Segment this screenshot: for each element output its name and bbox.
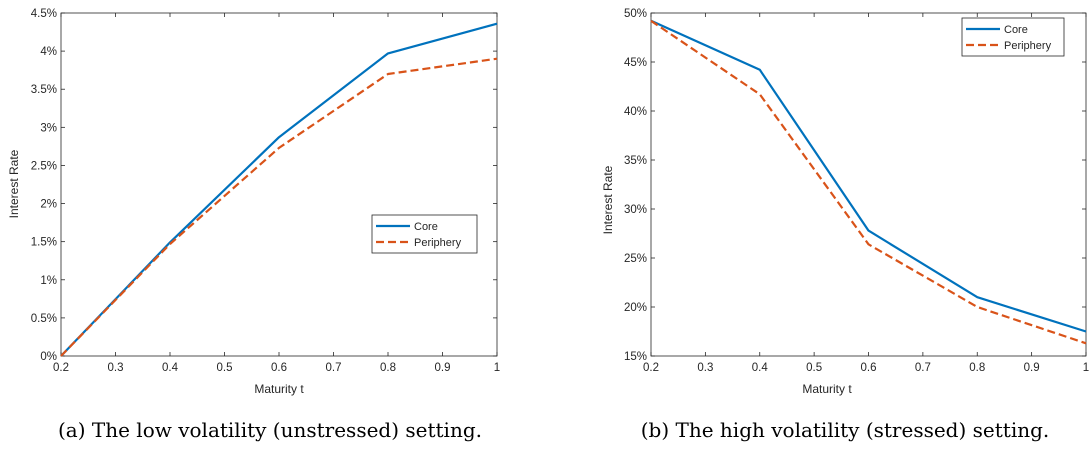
chart-b-y-tick-label: 45% <box>624 57 647 69</box>
chart-a-y-tick-label: 2% <box>40 199 57 211</box>
chart-a-x-tick-label: 0.4 <box>162 362 179 374</box>
chart-a-x-tick-label: 1 <box>494 362 500 374</box>
chart-a-legend-box <box>371 214 478 254</box>
chart-a-x-tick-label: 0.2 <box>53 362 69 374</box>
chart-a-y-tick-label: 3% <box>40 122 57 134</box>
chart-a-y-tick-label: 3.5% <box>31 84 57 96</box>
chart-b-y-tick-label: 30% <box>624 204 647 216</box>
chart-b-x-tick-label: 0.4 <box>752 362 769 374</box>
chart-b-y-tick-label: 25% <box>624 253 647 265</box>
chart-b-x-tick-label: 1 <box>1083 362 1089 374</box>
chart-a-x-tick-label: 0.8 <box>380 362 396 374</box>
chart-a-y-tick-label: 4.5% <box>31 8 57 20</box>
chart-b-x-tick-label: 0.5 <box>806 362 822 374</box>
chart-b-x-tick-label: 0.7 <box>915 362 931 374</box>
chart-a-x-tick-label: 0.3 <box>108 362 124 374</box>
chart-b-legend-label-periphery: Periphery <box>1004 40 1052 52</box>
chart-b-y-tick-label: 20% <box>624 302 647 314</box>
chart-a-ylabel: Interest Rate <box>7 149 21 218</box>
chart-b-y-tick-label: 15% <box>624 351 647 363</box>
chart-b-legend-label-core: Core <box>1004 24 1028 36</box>
chart-b-legend-box <box>961 17 1065 57</box>
chart-b-x-tick-label: 0.6 <box>861 362 877 374</box>
chart-b-legend: Core Periphery <box>961 17 1065 57</box>
chart-a-x-tick-label: 0.7 <box>326 362 342 374</box>
chart-a-x-tick-label: 0.9 <box>435 362 451 374</box>
chart-b-x-tick-label: 0.9 <box>1024 362 1040 374</box>
chart-b-caption: (b) The high volatility (stressed) setti… <box>641 418 1050 442</box>
chart-b-series-core <box>650 19 1087 333</box>
chart-a-series-periphery <box>60 57 498 357</box>
chart-b-x-tick-label: 0.2 <box>643 362 659 374</box>
chart-a-legend-label-periphery: Periphery <box>414 237 462 249</box>
chart-a-y-tick-label: 0% <box>40 351 57 363</box>
chart-a-xlabel: Maturity t <box>254 382 304 396</box>
chart-b-y-tick-label: 35% <box>624 155 647 167</box>
chart-a-plot-frame <box>60 12 498 357</box>
chart-b-y-tick-label: 40% <box>624 106 647 118</box>
chart-a-x-tick-label: 0.5 <box>217 362 233 374</box>
chart-b-ylabel: Interest Rate <box>601 165 615 234</box>
chart-a-y-tick-label: 1% <box>40 275 57 287</box>
chart-a-y-tick-label: 0.5% <box>31 313 57 325</box>
chart-b-series-periphery <box>650 19 1087 345</box>
chart-a-legend: Core Periphery <box>371 214 478 254</box>
chart-b-xlabel: Maturity t <box>802 382 852 396</box>
chart-a-series-core <box>60 22 498 357</box>
chart-b-y-tick-label: 50% <box>624 8 647 20</box>
chart-a-y-tick-label: 2.5% <box>31 160 57 172</box>
chart-b-x-tick-label: 0.8 <box>969 362 985 374</box>
chart-a-x-tick-label: 0.6 <box>271 362 287 374</box>
chart-a-legend-label-core: Core <box>414 221 438 233</box>
chart-a-y-tick-label: 1.5% <box>31 237 57 249</box>
chart-b-x-tick-label: 0.3 <box>697 362 713 374</box>
chart-a-y-tick-label: 4% <box>40 46 57 58</box>
chart-a-caption: (a) The low volatility (unstressed) sett… <box>58 418 482 442</box>
chart-a: Interest Rate Maturity t (a) The low vol… <box>7 8 500 442</box>
chart-b: Interest Rate Maturity t (b) The high vo… <box>601 8 1089 442</box>
